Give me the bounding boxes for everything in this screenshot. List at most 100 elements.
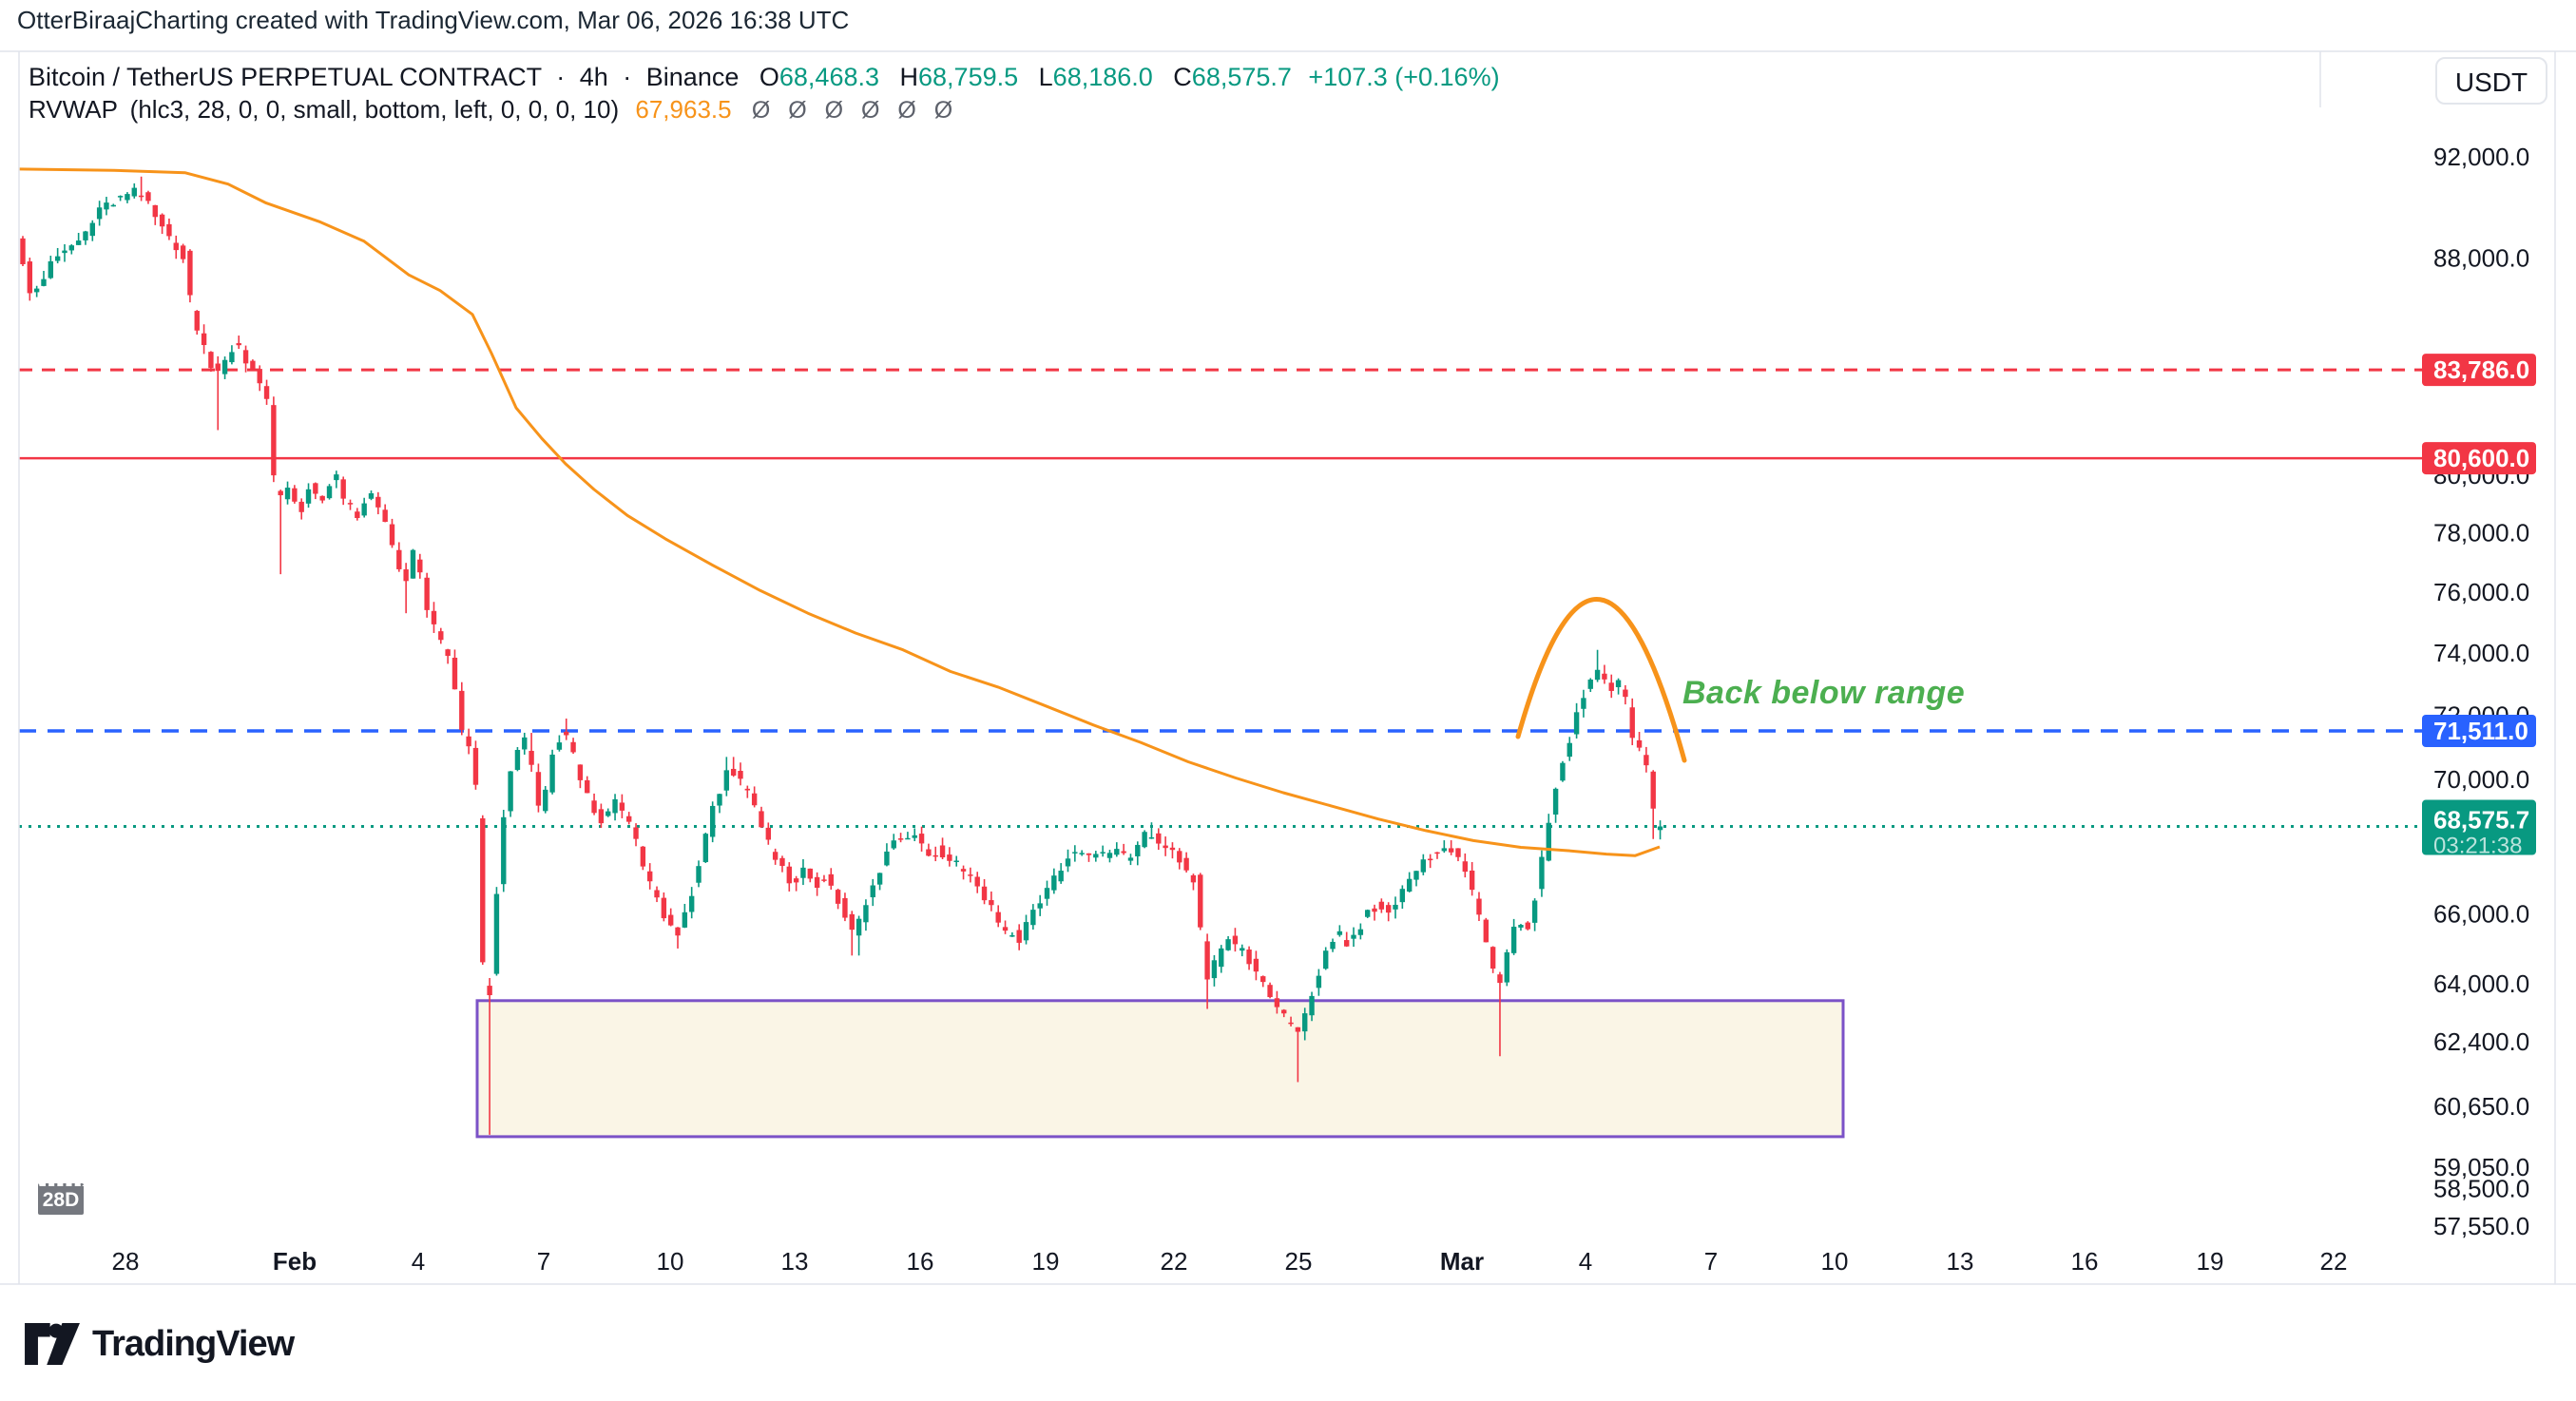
candle-down — [1476, 898, 1482, 915]
price-axis-label[interactable]: 58,500.0 — [2433, 1175, 2529, 1203]
candle-down — [159, 214, 165, 227]
open-letter: O — [759, 63, 779, 91]
candle-down — [417, 559, 423, 573]
time-axis-label[interactable]: 7 — [1704, 1247, 1718, 1276]
candle-down — [1016, 930, 1022, 943]
candle-up — [1030, 910, 1036, 926]
candle-up — [717, 794, 722, 806]
interval-label: 4h — [579, 63, 608, 91]
indicator-params: (hlc3, 28, 0, 0, small, bottom, left, 0,… — [129, 95, 620, 124]
symbol-legend[interactable]: Bitcoin / TetherUS PERPETUAL CONTRACT · … — [29, 63, 1500, 92]
candle-up — [508, 771, 513, 812]
price-level-badge — [2422, 354, 2536, 387]
indicator-legend[interactable]: RVWAP (hlc3, 28, 0, 0, small, bottom, le… — [29, 95, 952, 125]
candle-up — [912, 835, 917, 838]
time-axis-label[interactable]: Mar — [1440, 1247, 1484, 1276]
price-axis-label[interactable]: 59,050.0 — [2433, 1153, 2529, 1181]
candle-up — [1657, 826, 1663, 831]
candle-up — [1351, 934, 1356, 939]
time-axis-label[interactable]: 4 — [1579, 1247, 1592, 1276]
candle-down — [152, 204, 158, 218]
candle-up — [1531, 900, 1538, 923]
time-axis-label[interactable]: 16 — [907, 1247, 934, 1276]
candle-down — [661, 897, 667, 919]
candle-up — [334, 474, 339, 481]
time-axis-label[interactable]: 25 — [1285, 1247, 1313, 1276]
price-axis-label[interactable]: 88,000.0 — [2433, 243, 2529, 272]
time-axis-label[interactable]: 13 — [781, 1247, 809, 1276]
candle-up — [1413, 871, 1419, 880]
candle-down — [1295, 1027, 1301, 1032]
time-axis-label[interactable]: 22 — [2320, 1247, 2348, 1276]
candle-down — [263, 386, 270, 399]
time-axis-label[interactable]: 28 — [112, 1247, 140, 1276]
price-axis-label[interactable]: 74,000.0 — [2433, 639, 2529, 667]
candle-up — [1148, 836, 1155, 839]
tradingview-logo-icon — [25, 1323, 80, 1365]
candle-up — [1420, 859, 1427, 873]
candle-down — [1344, 940, 1350, 947]
arc-drawing[interactable] — [1515, 597, 1687, 763]
price-axis-label[interactable]: 62,400.0 — [2433, 1027, 2529, 1056]
candle-down — [459, 690, 465, 730]
range-box-drawing[interactable] — [475, 999, 1845, 1139]
candle-up — [1560, 762, 1566, 781]
candle-up — [1504, 951, 1509, 983]
candle-down — [1274, 998, 1280, 1008]
candle-down — [564, 731, 569, 736]
time-axis-label[interactable]: 7 — [537, 1247, 550, 1276]
price-axis-label[interactable]: 76,000.0 — [2433, 578, 2529, 606]
candle-down — [535, 772, 542, 806]
time-axis-label[interactable]: 19 — [2197, 1247, 2224, 1276]
time-axis-label[interactable]: 19 — [1032, 1247, 1060, 1276]
price-axis-label[interactable]: 57,550.0 — [2433, 1212, 2529, 1240]
price-axis-label[interactable]: 60,650.0 — [2433, 1092, 2529, 1121]
candle-down — [779, 857, 785, 867]
tradingview-logo[interactable]: TradingView — [25, 1323, 295, 1365]
candle-down — [1156, 833, 1162, 844]
candle-up — [1441, 848, 1448, 852]
time-axis-label[interactable]: 22 — [1161, 1247, 1188, 1276]
price-axis-label[interactable]: 64,000.0 — [2433, 969, 2529, 998]
candle-down — [633, 827, 639, 839]
candle-down — [1497, 974, 1503, 984]
candle-down — [452, 657, 458, 690]
time-axis-label[interactable]: 10 — [657, 1247, 684, 1276]
time-axis-label[interactable]: 10 — [1821, 1247, 1849, 1276]
time-axis-label[interactable]: 13 — [1947, 1247, 1974, 1276]
candle-up — [688, 895, 695, 912]
price-axis-label[interactable]: 92,000.0 — [2433, 143, 2529, 171]
candle-down — [897, 838, 904, 840]
time-axis-label[interactable]: 16 — [2071, 1247, 2099, 1276]
candle-down — [675, 927, 681, 936]
candle-down — [585, 779, 590, 794]
price-axis-label[interactable]: 66,000.0 — [2433, 899, 2529, 928]
candle-up — [1399, 889, 1406, 903]
currency-unit-button[interactable]: USDT — [2435, 57, 2547, 105]
candle-up — [522, 737, 528, 750]
candle-up — [1302, 1013, 1308, 1032]
price-axis-label[interactable]: 78,000.0 — [2433, 519, 2529, 547]
candle-up — [1567, 742, 1572, 758]
candle-up — [305, 489, 312, 504]
candle-up — [1510, 927, 1517, 953]
candle-up — [1364, 910, 1371, 917]
candle-down — [242, 350, 249, 364]
candle-down — [1288, 1022, 1294, 1025]
vwap-period-badge[interactable]: 28D — [38, 1183, 84, 1215]
back-below-range-annotation[interactable]: Back below range — [1682, 675, 1966, 711]
time-axis-label[interactable]: Feb — [273, 1247, 317, 1276]
candle-up — [1393, 904, 1398, 910]
candle-down — [759, 811, 764, 828]
candle-down — [1448, 848, 1454, 853]
price-axis-label[interactable]: 70,000.0 — [2433, 765, 2529, 794]
time-axis-label[interactable]: 4 — [412, 1247, 425, 1276]
high-value: 68,759.5 — [918, 63, 1019, 91]
candle-down — [626, 816, 632, 822]
candle-up — [1330, 941, 1336, 950]
price-level-badge-value: 80,600.0 — [2433, 444, 2529, 472]
candle-down — [257, 369, 262, 384]
candle-down — [466, 736, 471, 747]
candle-up — [1114, 849, 1120, 855]
